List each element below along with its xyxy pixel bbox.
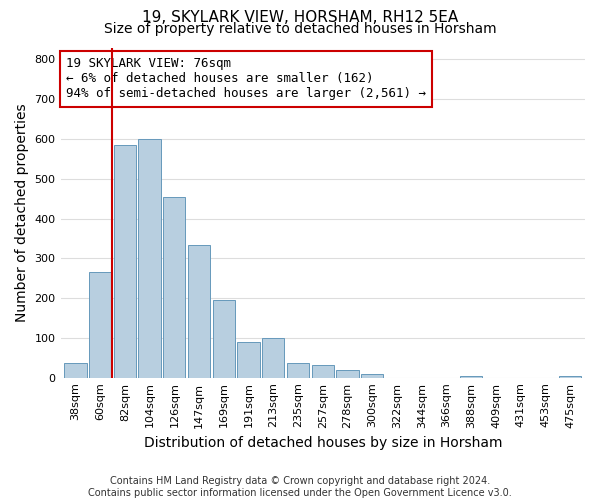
- Bar: [114, 145, 136, 378]
- Bar: [311, 365, 334, 378]
- Bar: [188, 245, 210, 378]
- Text: 19, SKYLARK VIEW, HORSHAM, RH12 5EA: 19, SKYLARK VIEW, HORSHAM, RH12 5EA: [142, 10, 458, 25]
- Bar: [163, 198, 185, 378]
- X-axis label: Distribution of detached houses by size in Horsham: Distribution of detached houses by size …: [143, 436, 502, 450]
- Y-axis label: Number of detached properties: Number of detached properties: [15, 104, 29, 322]
- Text: Contains HM Land Registry data © Crown copyright and database right 2024.
Contai: Contains HM Land Registry data © Crown c…: [88, 476, 512, 498]
- Bar: [89, 272, 111, 378]
- Bar: [287, 362, 309, 378]
- Bar: [212, 300, 235, 378]
- Bar: [262, 338, 284, 378]
- Bar: [460, 376, 482, 378]
- Text: 19 SKYLARK VIEW: 76sqm
← 6% of detached houses are smaller (162)
94% of semi-det: 19 SKYLARK VIEW: 76sqm ← 6% of detached …: [66, 58, 426, 100]
- Bar: [64, 362, 86, 378]
- Bar: [238, 342, 260, 378]
- Bar: [559, 376, 581, 378]
- Bar: [361, 374, 383, 378]
- Bar: [337, 370, 359, 378]
- Bar: [139, 139, 161, 378]
- Text: Size of property relative to detached houses in Horsham: Size of property relative to detached ho…: [104, 22, 496, 36]
